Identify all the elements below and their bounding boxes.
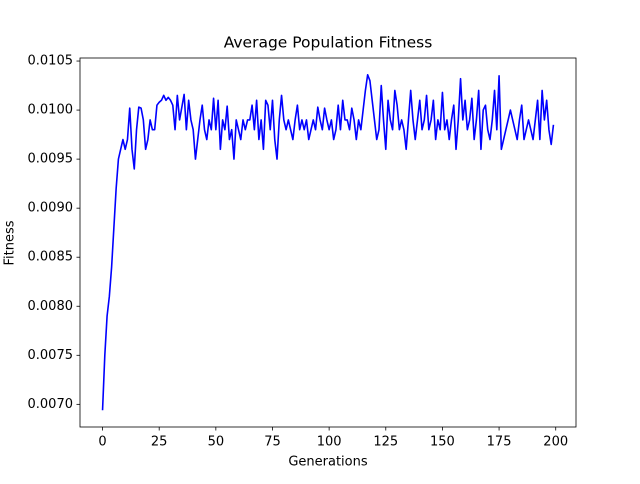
y-tick-label: 0.0105 — [28, 54, 74, 69]
x-tick-label: 125 — [373, 435, 398, 450]
y-tick-label: 0.0075 — [28, 348, 74, 363]
plot-frame — [79, 57, 577, 428]
y-tick-label: 0.0080 — [28, 299, 74, 314]
x-tick-label: 175 — [487, 435, 512, 450]
y-tick-label: 0.0100 — [28, 103, 74, 118]
y-tick-label: 0.0095 — [28, 152, 74, 167]
x-tick-label: 150 — [430, 435, 455, 450]
x-tick-label: 75 — [264, 435, 281, 450]
data-line — [101, 73, 555, 411]
y-tick-label: 0.0090 — [28, 201, 74, 216]
y-tick-label: 0.0085 — [28, 250, 74, 265]
x-tick-label: 50 — [208, 435, 225, 450]
x-tick-label: 25 — [151, 435, 168, 450]
x-axis-label: Generations — [288, 455, 368, 470]
chart-title: Average Population Fitness — [224, 34, 433, 52]
x-tick-label: 200 — [543, 435, 568, 450]
x-tick-label: 100 — [317, 435, 342, 450]
y-tick-label: 0.0070 — [28, 397, 74, 412]
y-axis-label: Fitness — [3, 220, 18, 265]
x-tick-label: 0 — [98, 435, 106, 450]
